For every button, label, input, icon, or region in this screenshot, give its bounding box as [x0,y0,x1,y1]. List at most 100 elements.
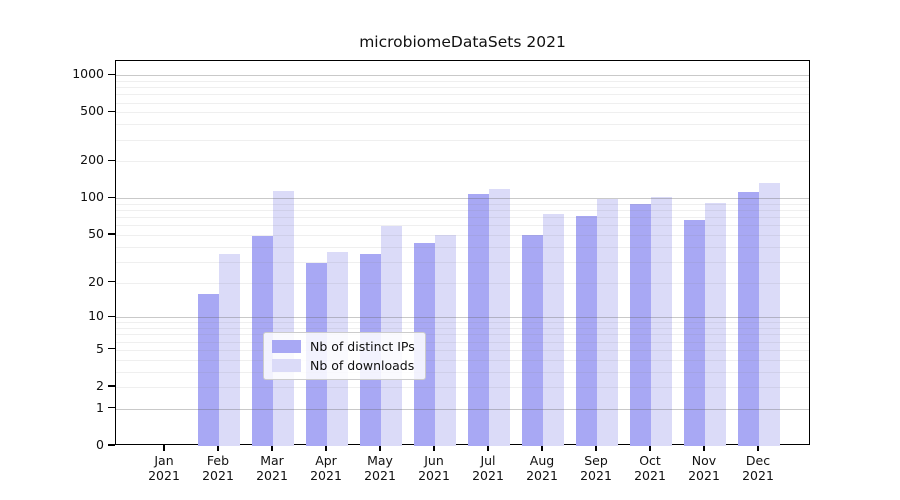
gridline-90 [116,203,809,205]
x-tick-label-jan: Jan 2021 [148,453,180,483]
x-tick-mark-aug [541,445,543,451]
gridline-30 [116,261,809,263]
x-tick-mark-mar [271,445,273,451]
gridline-6 [116,341,809,343]
y-tick-mark-2 [108,385,115,387]
y-tick-label-1: 1 [96,399,104,415]
legend: Nb of distinct IPs Nb of downloads [263,332,426,380]
y-tick-mark-10 [108,315,115,317]
x-tick-mark-dec [757,445,759,451]
gridline-3 [116,371,809,373]
gridline-400 [116,124,809,126]
x-tick-label-oct: Oct 2021 [634,453,666,483]
chart-title: microbiomeDataSets 2021 [359,33,566,51]
gridline-10 [116,317,809,319]
bar-mar-downloads [273,190,294,446]
x-tick-mark-jun [433,445,435,451]
gridline-4 [116,359,809,361]
x-tick-mark-oct [649,445,651,451]
legend-label-downloads: Nb of downloads [310,358,415,373]
gridline-100 [116,198,809,200]
y-tick-mark-1 [108,407,115,409]
x-tick-label-jun: Jun 2021 [418,453,450,483]
bar-dec-distinct-ips [738,192,759,446]
y-tick-label-5: 5 [96,340,104,356]
gridline-70 [116,217,809,219]
gridline-60 [116,225,809,227]
x-tick-mark-jul [487,445,489,451]
y-tick-mark-100 [108,196,115,198]
y-tick-mark-1000 [108,73,115,75]
gridline-900 [116,80,809,82]
gridline-5 [116,349,809,351]
plot-area [115,60,810,446]
gridline-500 [116,112,809,114]
legend-label-distinct-ips: Nb of distinct IPs [310,339,415,354]
y-tick-label-50: 50 [88,225,104,241]
x-tick-mark-sep [595,445,597,451]
legend-swatch-downloads-icon [272,359,301,372]
bar-mar-distinct-ips [252,236,273,446]
y-tick-mark-5 [108,348,115,350]
x-tick-label-nov: Nov 2021 [688,453,720,483]
y-tick-label-100: 100 [80,189,104,205]
legend-swatch-distinct-ips-icon [272,340,301,353]
gridline-300 [116,139,809,141]
x-tick-mark-jan [163,445,165,451]
y-tick-mark-20 [108,280,115,283]
gridline-50 [116,234,809,236]
gridline-1 [116,408,809,410]
x-tick-label-dec: Dec 2021 [742,453,774,483]
bar-jul-distinct-ips [468,194,489,446]
x-tick-label-jul: Jul 2021 [472,453,504,483]
x-tick-label-sep: Sep 2021 [580,453,612,483]
x-tick-label-mar: Mar 2021 [256,453,288,483]
gridline-600 [116,102,809,104]
y-tick-label-500: 500 [80,103,104,119]
bar-feb-distinct-ips [198,293,219,446]
x-tick-label-aug: Aug 2021 [526,453,558,483]
legend-item-downloads: Nb of downloads [272,358,415,373]
bar-sep-distinct-ips [576,216,597,446]
gridline-200 [116,161,809,163]
gridline-1000 [116,75,809,77]
bar-jul-downloads [489,189,510,446]
x-tick-mark-may [379,445,381,451]
y-tick-mark-50 [108,233,115,235]
y-tick-label-2: 2 [96,378,104,394]
x-tick-mark-apr [325,445,327,451]
gridline-80 [116,210,809,212]
y-tick-mark-200 [108,159,115,161]
legend-item-distinct-ips: Nb of distinct IPs [272,339,415,354]
gridline-40 [116,246,809,248]
gridline-8 [116,328,809,330]
bar-dec-downloads [759,183,780,446]
y-tick-label-20: 20 [88,273,104,289]
x-tick-mark-feb [217,445,219,451]
gridline-9 [116,322,809,324]
gridline-800 [116,87,809,89]
bar-jun-downloads [435,234,456,446]
bar-oct-downloads [651,197,672,446]
gridline-7 [116,334,809,336]
bar-feb-downloads [219,253,240,446]
y-tick-label-0: 0 [96,437,104,452]
bar-nov-distinct-ips [684,219,705,446]
y-tick-mark-500 [108,110,115,112]
bar-aug-distinct-ips [522,234,543,446]
y-tick-label-10: 10 [88,308,104,324]
x-tick-mark-nov [703,445,705,451]
gridline-2 [116,387,809,389]
bar-nov-downloads [705,203,726,446]
gridline-700 [116,94,809,96]
bar-sep-downloads [597,199,618,446]
bar-oct-distinct-ips [630,204,651,446]
x-tick-label-feb: Feb 2021 [202,453,234,483]
x-tick-label-may: May 2021 [364,453,396,483]
bar-aug-downloads [543,213,564,446]
y-tick-mark-0 [108,444,115,446]
x-tick-label-apr: Apr 2021 [310,453,342,483]
gridline-20 [116,282,809,284]
y-tick-label-200: 200 [80,152,104,168]
